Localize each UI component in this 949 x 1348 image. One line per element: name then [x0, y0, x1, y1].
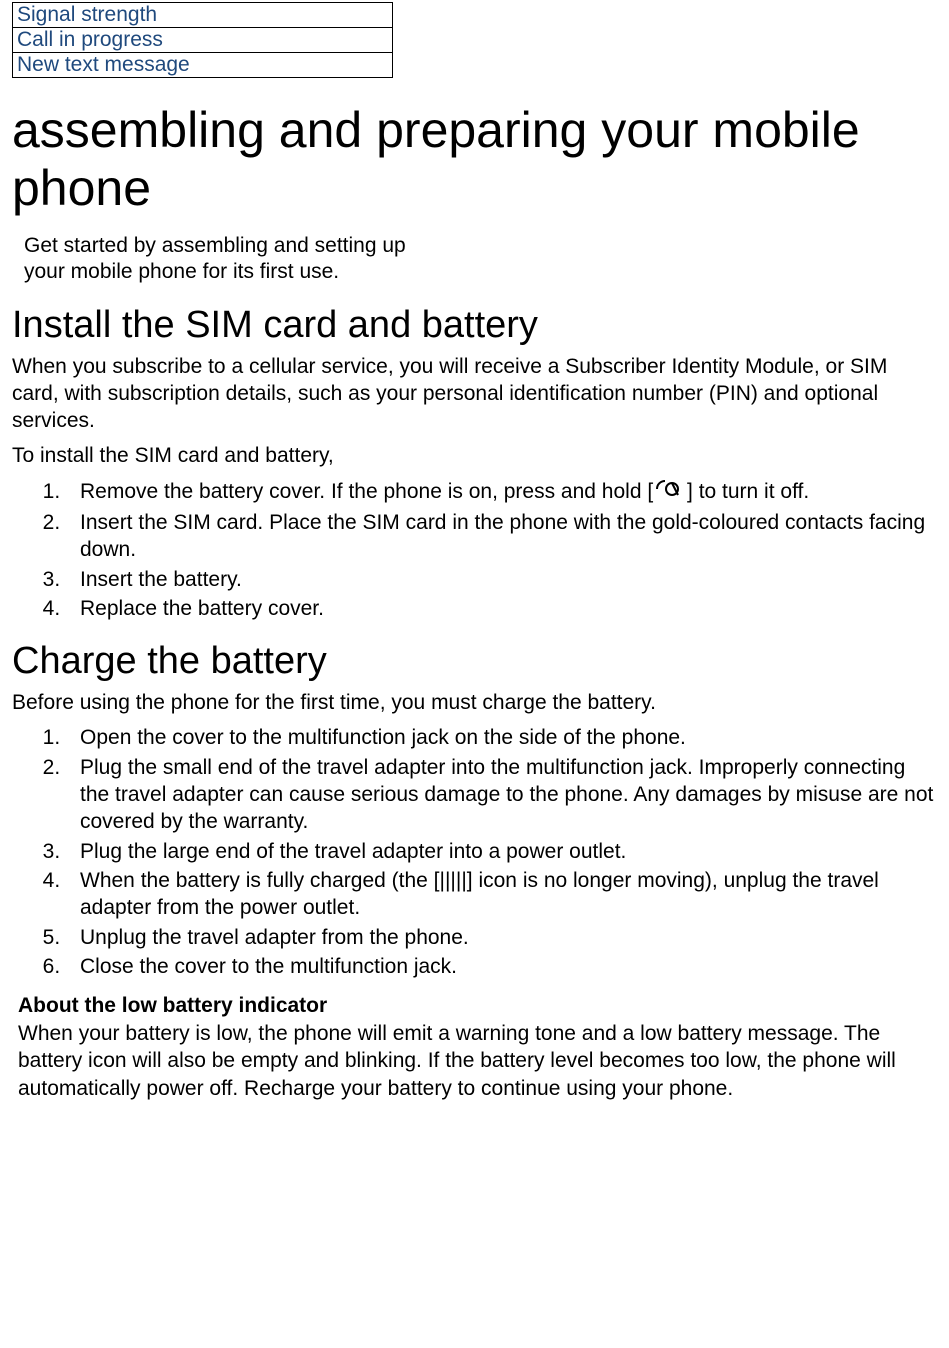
charge-step-2: Plug the small end of the travel adapter… [66, 754, 937, 836]
section-title-charge: Charge the battery [12, 640, 937, 683]
intro-text: Get started by assembling and setting up… [24, 233, 937, 286]
intro-line-2: your mobile phone for its first use. [24, 260, 339, 283]
charge-step-3: Plug the large end of the travel adapter… [66, 838, 937, 865]
page-title: assembling and preparing your mobile pho… [12, 102, 937, 217]
sim-step-2: Insert the SIM card. Place the SIM card … [66, 509, 937, 564]
sim-step-1: Remove the battery cover. If the phone i… [66, 478, 937, 507]
section-title-install-sim: Install the SIM card and battery [12, 304, 937, 347]
charge-step-5: Unplug the travel adapter from the phone… [66, 924, 937, 951]
power-icon [653, 478, 681, 507]
charge-intro-para: Before using the phone for the first tim… [12, 689, 937, 716]
low-battery-body: When your battery is low, the phone will… [18, 1020, 937, 1102]
sim-install-steps: Remove the battery cover. If the phone i… [66, 478, 937, 622]
sim-install-lead: To install the SIM card and battery, [12, 442, 937, 469]
low-battery-subhead: About the low battery indicator [18, 994, 937, 1018]
charge-steps: Open the cover to the multifunction jack… [66, 724, 937, 980]
sim-step-1a: Remove the battery cover. If the phone i… [80, 480, 653, 503]
status-row-text: New text message [13, 53, 393, 78]
charge-step-4: When the battery is fully charged (the [… [66, 867, 937, 922]
status-row-signal: Signal strength [13, 3, 393, 28]
charge-step-6: Close the cover to the multifunction jac… [66, 953, 937, 980]
sim-intro-para: When you subscribe to a cellular service… [12, 353, 937, 435]
sim-step-4: Replace the battery cover. [66, 595, 937, 622]
status-row-call: Call in progress [13, 28, 393, 53]
intro-line-1: Get started by assembling and setting up [24, 234, 406, 257]
sim-step-3: Insert the battery. [66, 566, 937, 593]
charge-step-1: Open the cover to the multifunction jack… [66, 724, 937, 751]
status-icon-table: Signal strength Call in progress New tex… [12, 2, 393, 78]
sim-step-1b: ] to turn it off. [681, 480, 809, 503]
